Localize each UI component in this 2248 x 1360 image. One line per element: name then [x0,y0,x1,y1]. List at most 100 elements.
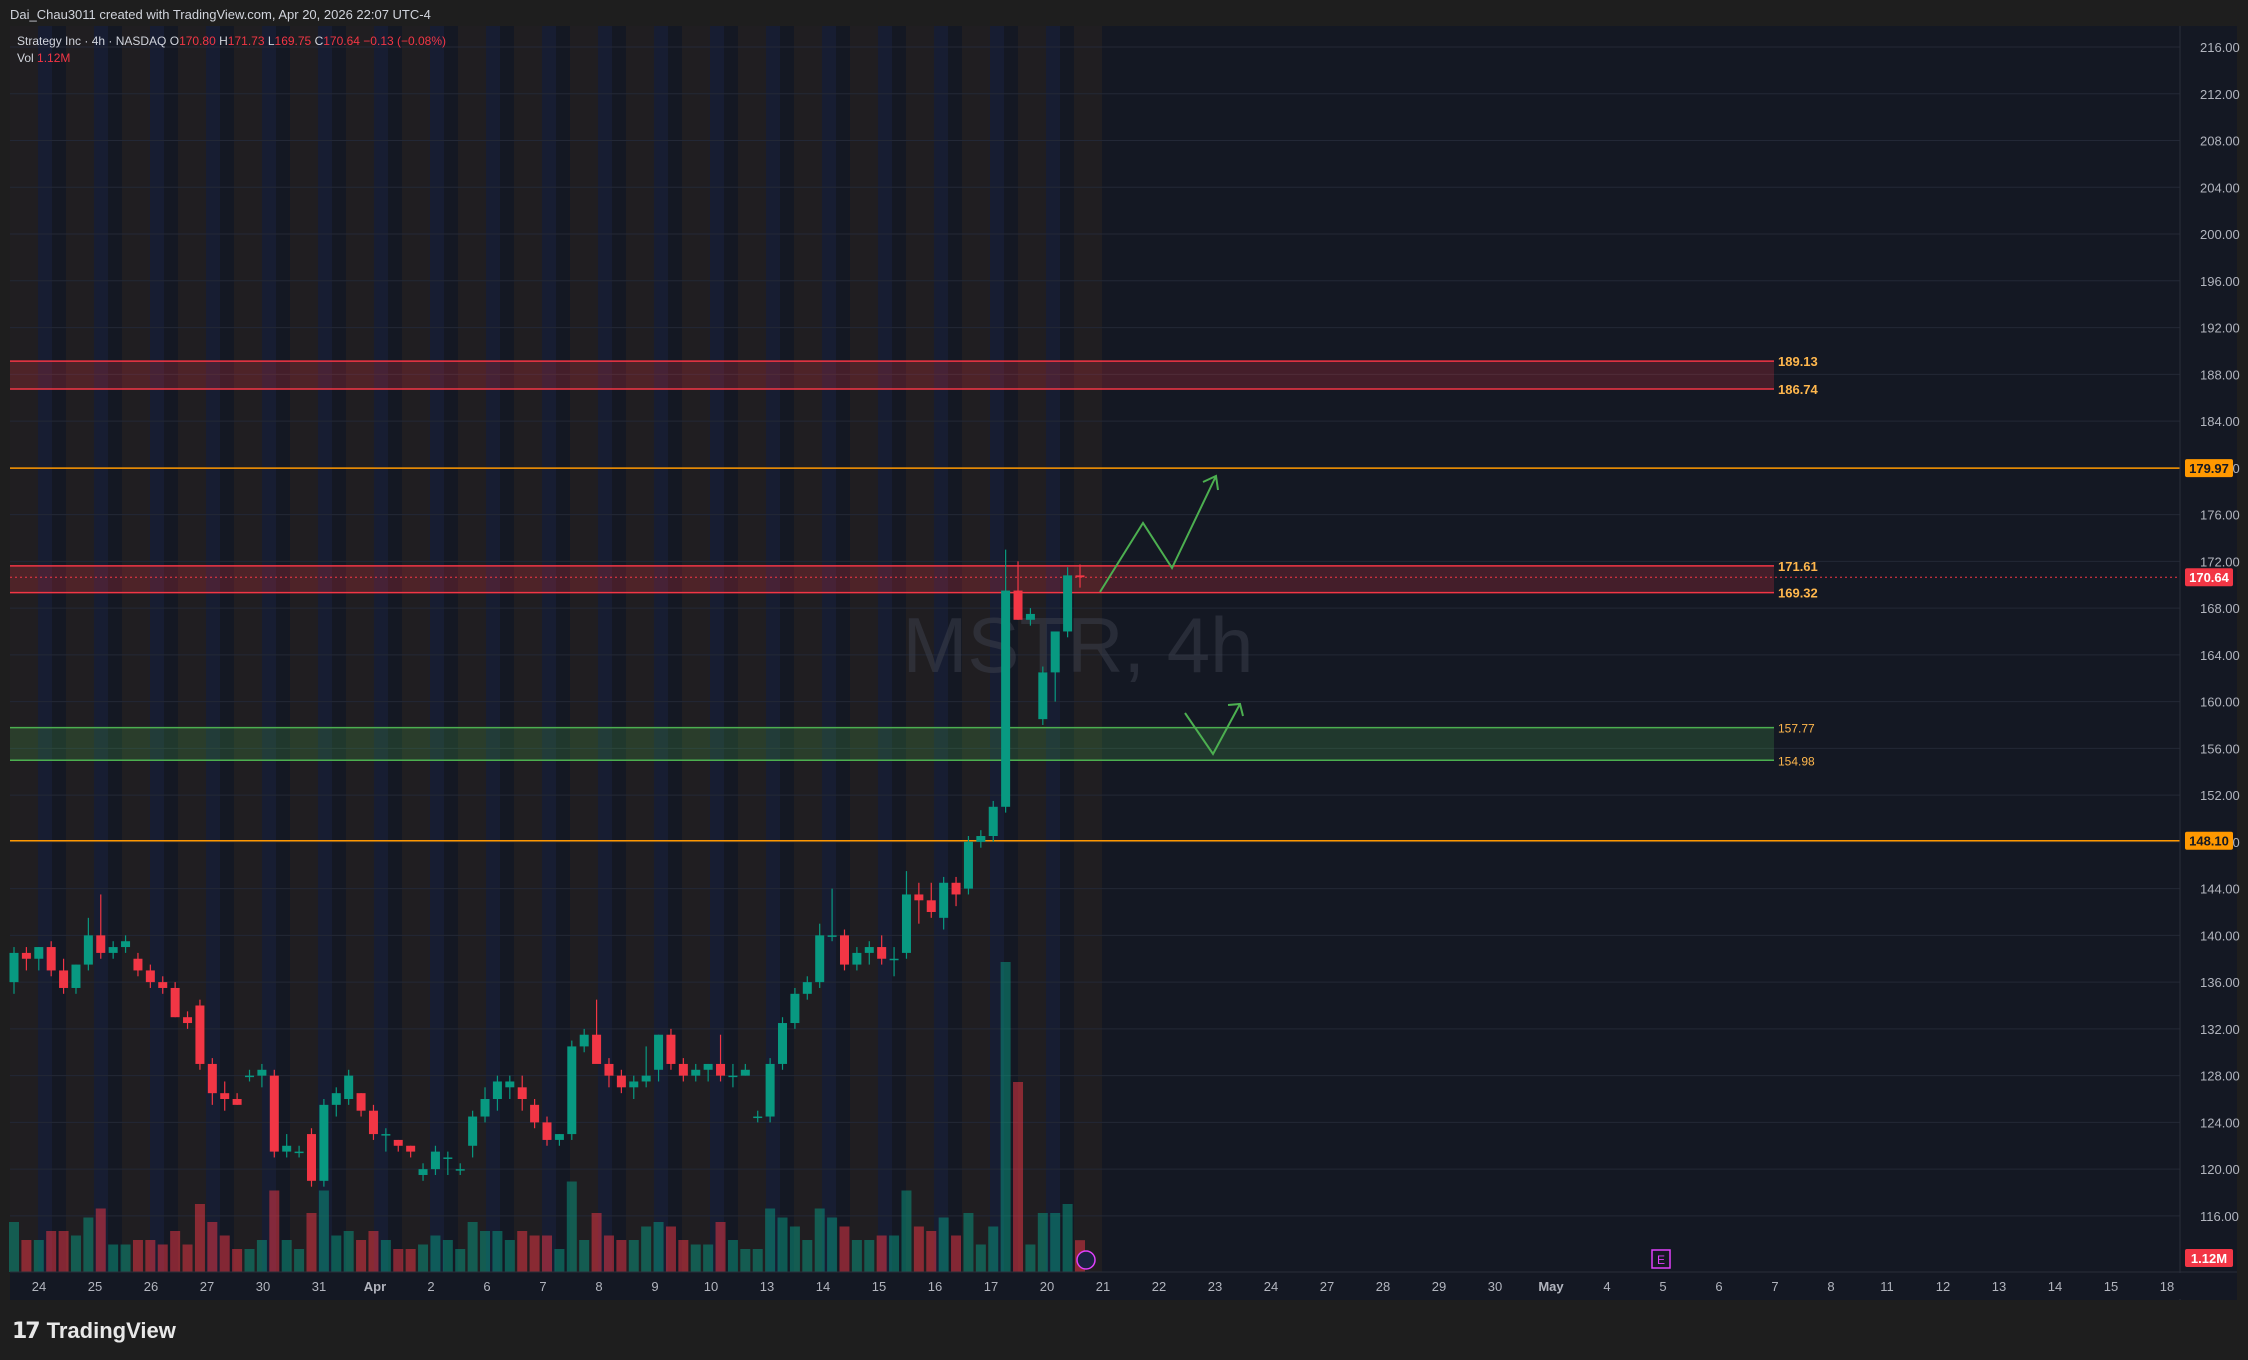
volume-bar [207,1222,218,1272]
symbol-watermark: MSTR, 4h [902,601,1253,689]
session-stripe [850,26,864,1272]
candle-body [306,1134,316,1181]
price-tick-label: 192.00 [2200,321,2240,336]
session-stripe [920,26,934,1272]
volume-bar [1037,1213,1048,1272]
time-tick-label: 17 [984,1279,998,1294]
candle-body [567,1046,577,1135]
candle-body [443,1157,453,1159]
time-tick-label: 11 [1880,1279,1894,1294]
candle-body [245,1075,255,1078]
volume-bar [145,1240,156,1272]
price-tick-label: 160.00 [2200,695,2240,710]
pullback-projection-arrowhead [1227,702,1244,717]
price-chart[interactable]: MSTR, 4h 189.13 186.74 171.61 169.32 157.77 15… [0,0,2248,1300]
candle-body [133,958,143,971]
time-tick-label: 22 [1152,1279,1166,1294]
session-stripe [290,26,304,1272]
candle-body [381,1134,391,1136]
candle-body [319,1104,329,1181]
candle-body [170,987,180,1018]
session-stripe [458,26,472,1272]
session-stripe [206,26,220,1272]
session-stripe [738,26,752,1272]
volume-bar [517,1231,528,1272]
candle-body [393,1139,403,1146]
volume-bar [281,1240,292,1272]
session-stripe [24,26,38,1272]
time-tick-label: 4 [1603,1279,1610,1294]
candle-body [331,1093,341,1105]
level-tag-148: 148.10 [2189,834,2229,849]
session-stripe [654,26,668,1272]
session-stripe [178,26,192,1272]
candle-body [406,1145,416,1152]
price-tick-label: 128.00 [2200,1069,2240,1084]
volume-bar [108,1244,119,1272]
session-stripe [990,26,1004,1272]
candle-body [121,941,131,948]
volume-bar [504,1240,515,1272]
session-stripe [402,26,416,1272]
volume-bar [765,1208,776,1272]
price-tick-label: 216.00 [2200,40,2240,55]
candle-body [963,841,973,889]
time-tick-label: 26 [144,1279,158,1294]
candle-body [145,970,155,983]
volume-bar [83,1217,94,1272]
time-tick-label: 24 [32,1279,46,1294]
resistance-zone-lower [10,565,1774,593]
candle-body [691,1069,701,1076]
candle-body [344,1075,354,1100]
time-tick-label: 5 [1659,1279,1666,1294]
time-tick-label: 7 [1771,1279,1778,1294]
session-stripe [66,26,80,1272]
volume-bar [405,1249,416,1272]
volume-tag-bg [2185,1249,2233,1267]
time-tick-label: 14 [816,1279,830,1294]
volume-bar [182,1244,193,1272]
price-tick-label: 132.00 [2200,1022,2240,1037]
time-axis: 24 25 26 27 30 31 Apr 2 6 7 8 9 10 13 14 15 16 17 20 21 22 23… [10,1271,2237,1299]
volume-bar [442,1240,453,1272]
last-price-tag-bg [2185,568,2233,587]
time-axis-bg [10,1273,2237,1299]
session-stripe [808,26,822,1272]
time-tick-label: 12 [1936,1279,1950,1294]
earnings-marker-label: E [1657,1253,1665,1267]
session-stripe [682,26,696,1272]
volume-bar [1013,1082,1024,1272]
candle-body [579,1034,589,1047]
volume-bar [827,1217,838,1272]
volume-bar [951,1235,962,1272]
candle-body [34,947,44,959]
time-tick-label: 8 [595,1279,602,1294]
price-tick-label: 120.00 [2200,1162,2240,1177]
candle-body [654,1034,664,1070]
candle-body [1013,590,1023,620]
candle-body [368,1110,378,1135]
candle-body [765,1063,775,1117]
candles [9,549,1085,1187]
candle-body [542,1122,552,1140]
legend-symbol: Strategy Inc · 4h · NASDAQ [17,34,167,48]
candle-body [1038,672,1048,720]
candle-body [914,894,924,901]
session-stripe [430,26,444,1272]
time-tick-label: May [1538,1279,1564,1294]
volume-bar [70,1235,81,1272]
level-label: 186.74 [1778,382,1819,397]
level-label: 189.13 [1778,354,1818,369]
session-stripe [360,26,374,1272]
volume-bar [876,1235,887,1272]
tradingview-logo[interactable]: 17 TradingView [12,1318,176,1344]
footer-bar [0,1300,2248,1360]
volume-bar [814,1208,825,1272]
session-stripe [234,26,248,1272]
earnings-marker-box [1651,1249,1671,1269]
volume-bar [690,1244,701,1272]
time-tick-label: 8 [1827,1279,1834,1294]
time-tick-label: 10 [704,1279,718,1294]
session-stripe [94,26,108,1272]
time-tick-label: 16 [928,1279,942,1294]
